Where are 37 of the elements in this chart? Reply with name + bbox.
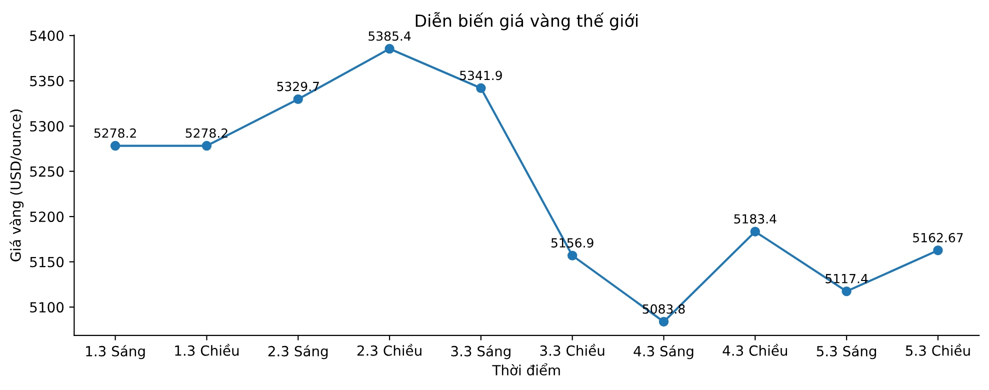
x-axis-title: Thời điểm [492,363,560,376]
data-label: 5385.4 [368,31,411,41]
y-tick-label: 5200 [30,212,64,222]
point [202,140,212,151]
x-tick-label: 5.3 Chiều [906,344,970,356]
x-tick-label: 1.3 Chiều [175,344,239,356]
point [750,226,760,236]
y-tick-label: 5100 [30,302,64,313]
point [842,286,852,296]
data-label: 5278.2 [186,128,228,138]
point [567,250,578,260]
point [658,316,669,327]
x-tick-label: 1.3 Sáng [86,345,145,360]
x-tick-label: 5.3 Sáng [816,345,876,360]
x-tick-label: 2.3 Chiều [357,344,422,356]
point [933,245,943,256]
data-label: 5162.67 [913,232,963,242]
y-tick-label: 5150 [30,256,64,268]
point [110,140,120,151]
data-label: 5183.4 [734,214,776,224]
data-label: 5341.9 [460,70,502,80]
point [384,44,394,54]
point [476,83,486,93]
y-tick-label: 5250 [30,166,64,177]
x-tick-label: 2.3 Sáng [268,345,328,360]
x-tick-label: 3.3 Sáng [451,345,510,360]
data-label: 5278.2 [94,128,136,138]
x-tick-label: 4.3 Chiều [722,344,788,356]
chart-title: Diễn biến giá vàng thế giới [416,12,638,30]
point [293,94,303,104]
y-axis-title: Giá vàng (USD/ounce) [10,110,24,262]
y-tick-label: 5300 [30,121,64,132]
x-tick-label: 3.3 Chiều [540,344,604,356]
y-tick-label: 5350 [30,76,64,86]
data-label: 5329.7 [277,82,319,92]
y-tick-label: 5400 [30,30,64,42]
x-tick-label: 4.3 Sáng [634,345,694,360]
